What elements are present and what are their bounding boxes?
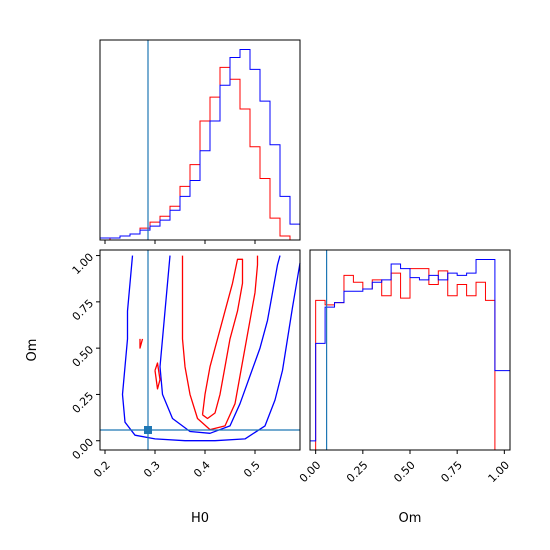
joint-red-contour-0 — [181, 255, 259, 431]
h0-axis-label: H0 — [191, 511, 209, 526]
joint-red-contour-2 — [139, 338, 144, 349]
om-x-axis-label: Om — [399, 511, 422, 526]
joint-frame — [99, 249, 301, 451]
h0-histogram-frame — [99, 39, 301, 241]
om-axis-label: Om — [25, 339, 40, 362]
joint-red-contour-1 — [201, 258, 244, 420]
joint-red-contour-3 — [154, 362, 161, 390]
om-blue-histogram-step — [309, 259, 511, 450]
h0-blue-histogram-step — [99, 49, 301, 240]
joint-truth-marker — [144, 426, 152, 434]
joint-blue-contour-0 — [121, 255, 301, 442]
joint-blue-contour-1 — [159, 255, 281, 434]
h0-histogram-panel — [99, 39, 301, 244]
